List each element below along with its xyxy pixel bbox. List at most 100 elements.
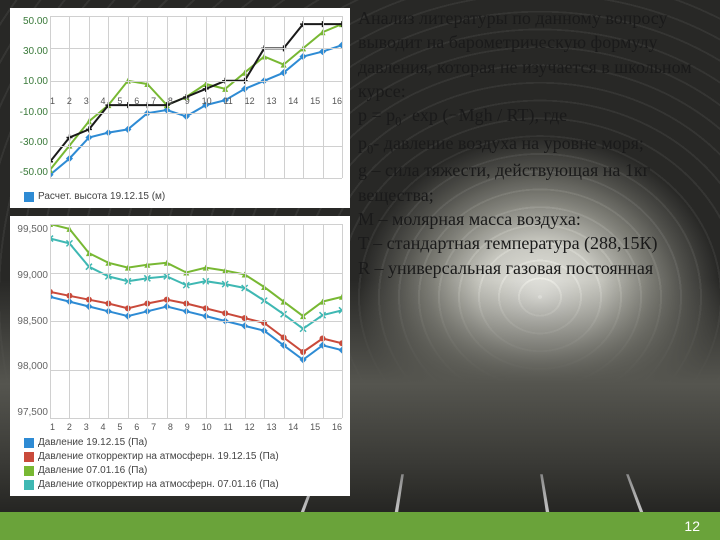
x-tick-label: 8 <box>168 96 173 106</box>
y-tick-label: 97,500 <box>10 407 48 418</box>
gridline-v <box>147 224 148 418</box>
gridline-v <box>50 224 51 418</box>
x-tick-label: 7 <box>151 422 156 432</box>
x-tick-label: 5 <box>117 96 122 106</box>
x-tick-label: 16 <box>332 422 342 432</box>
y-tick-label: 99,500 <box>10 224 48 235</box>
x-tick-label: 6 <box>134 422 139 432</box>
x-tick-label: 11 <box>223 96 232 106</box>
legend-item: Давление откорректир на атмосферн. 07.01… <box>24 478 279 492</box>
t-line: T – стандартная температура (288,15К) <box>358 231 708 255</box>
legend-item: Давление 19.12.15 (Па) <box>24 436 279 450</box>
p0-line: p0- давление воздуха на уровне моря; <box>358 131 708 159</box>
x-tick-label: 1 <box>50 96 55 106</box>
gridline <box>50 224 342 225</box>
chart2-plot <box>50 224 342 418</box>
x-tick-label: 10 <box>202 422 212 432</box>
chart-pressure: 99,50099,00098,50098,00097,500 123456789… <box>10 216 350 496</box>
gridline-v <box>128 224 129 418</box>
gridline-v <box>284 224 285 418</box>
g-line: g – сила тяжести, действующая на 1кг вещ… <box>358 158 708 207</box>
gridline <box>50 146 342 147</box>
x-tick-label: 2 <box>67 96 72 106</box>
x-tick-label: 6 <box>134 96 139 106</box>
x-tick-label: 1 <box>50 422 55 432</box>
y-tick-label: -50.00 <box>10 167 48 178</box>
legend-label: Давление откорректир на атмосферн. 19.12… <box>38 450 279 464</box>
x-tick-label: 9 <box>185 96 190 106</box>
gridline <box>50 321 342 322</box>
gridline <box>50 81 342 82</box>
x-tick-label: 7 <box>151 96 156 106</box>
legend-swatch <box>24 438 34 448</box>
y-tick-label: 98,000 <box>10 361 48 372</box>
gridline <box>50 113 342 114</box>
intro-para: Анализ литературы по данному вопросу выв… <box>358 6 708 103</box>
page-number: 12 <box>684 518 700 534</box>
y-tick-label: 98,500 <box>10 316 48 327</box>
gridline-v <box>89 224 90 418</box>
x-tick-label: 11 <box>223 422 232 432</box>
x-tick-label: 5 <box>117 422 122 432</box>
x-tick-label: 13 <box>266 422 276 432</box>
chart1-y-axis: 50.00 30.00 10.00 -10.00 -30.00 -50.00 <box>10 16 48 178</box>
gridline <box>50 370 342 371</box>
legend-label: Давление 07.01.16 (Па) <box>38 464 147 478</box>
x-tick-label: 14 <box>288 96 298 106</box>
x-tick-label: 12 <box>245 422 255 432</box>
x-tick-label: 13 <box>266 96 276 106</box>
x-tick-label: 10 <box>202 96 212 106</box>
gridline-v <box>186 224 187 418</box>
x-tick-label: 15 <box>310 422 320 432</box>
gridline-v <box>108 224 109 418</box>
body-text: Анализ литературы по данному вопросу выв… <box>358 6 708 280</box>
chart1-x-axis: 12345678910111213141516 <box>50 96 342 106</box>
chart2-legend: Давление 19.12.15 (Па)Давление откоррект… <box>24 436 279 492</box>
x-tick-label: 14 <box>288 422 298 432</box>
legend-item: Давление 07.01.16 (Па) <box>24 464 279 478</box>
series-line <box>50 239 342 329</box>
m-line: M – молярная масса воздуха: <box>358 207 708 231</box>
legend-item: Расчет. высота 19.12.15 (м) <box>24 190 165 204</box>
chart-height: 50.0030.0010.00-10.00-30.00-50.00 123456… <box>10 8 350 208</box>
gridline-v <box>206 224 207 418</box>
x-tick-label: 4 <box>101 96 106 106</box>
series-line <box>50 24 342 162</box>
y-tick-label: 99,000 <box>10 270 48 281</box>
legend-label: Расчет. высота 19.12.15 (м) <box>38 190 165 204</box>
legend-item: Давление откорректир на атмосферн. 19.12… <box>24 450 279 464</box>
x-tick-label: 9 <box>185 422 190 432</box>
gridline <box>50 48 342 49</box>
chart2-x-axis: 12345678910111213141516 <box>50 422 342 432</box>
gridline <box>50 16 342 17</box>
legend-swatch <box>24 466 34 476</box>
footer-accent-bar: 12 <box>0 512 720 540</box>
gridline-v <box>69 224 70 418</box>
x-tick-label: 3 <box>84 96 89 106</box>
legend-swatch <box>24 480 34 490</box>
formula-line: p = p0· exp (−Mgh / RT), где <box>358 103 708 131</box>
x-tick-label: 2 <box>67 422 72 432</box>
x-tick-label: 16 <box>332 96 342 106</box>
y-tick-label: 30.00 <box>10 46 48 57</box>
r-line: R – универсальная газовая постоянная <box>358 256 708 280</box>
legend-swatch <box>24 192 34 202</box>
x-tick-label: 12 <box>245 96 255 106</box>
y-tick-label: -10.00 <box>10 107 48 118</box>
gridline-v <box>245 224 246 418</box>
gridline-v <box>225 224 226 418</box>
gridline <box>50 273 342 274</box>
y-tick-label: 50.00 <box>10 16 48 27</box>
gridline-v <box>342 16 343 178</box>
gridline-v <box>303 224 304 418</box>
y-tick-label: 10.00 <box>10 76 48 87</box>
y-tick-label: -30.00 <box>10 137 48 148</box>
series-line <box>50 45 342 175</box>
legend-swatch <box>24 452 34 462</box>
x-tick-label: 8 <box>168 422 173 432</box>
x-tick-label: 3 <box>84 422 89 432</box>
chart1-legend: Расчет. высота 19.12.15 (м) <box>24 190 165 204</box>
gridline <box>50 418 342 419</box>
x-tick-label: 15 <box>310 96 320 106</box>
legend-label: Давление 19.12.15 (Па) <box>38 436 147 450</box>
